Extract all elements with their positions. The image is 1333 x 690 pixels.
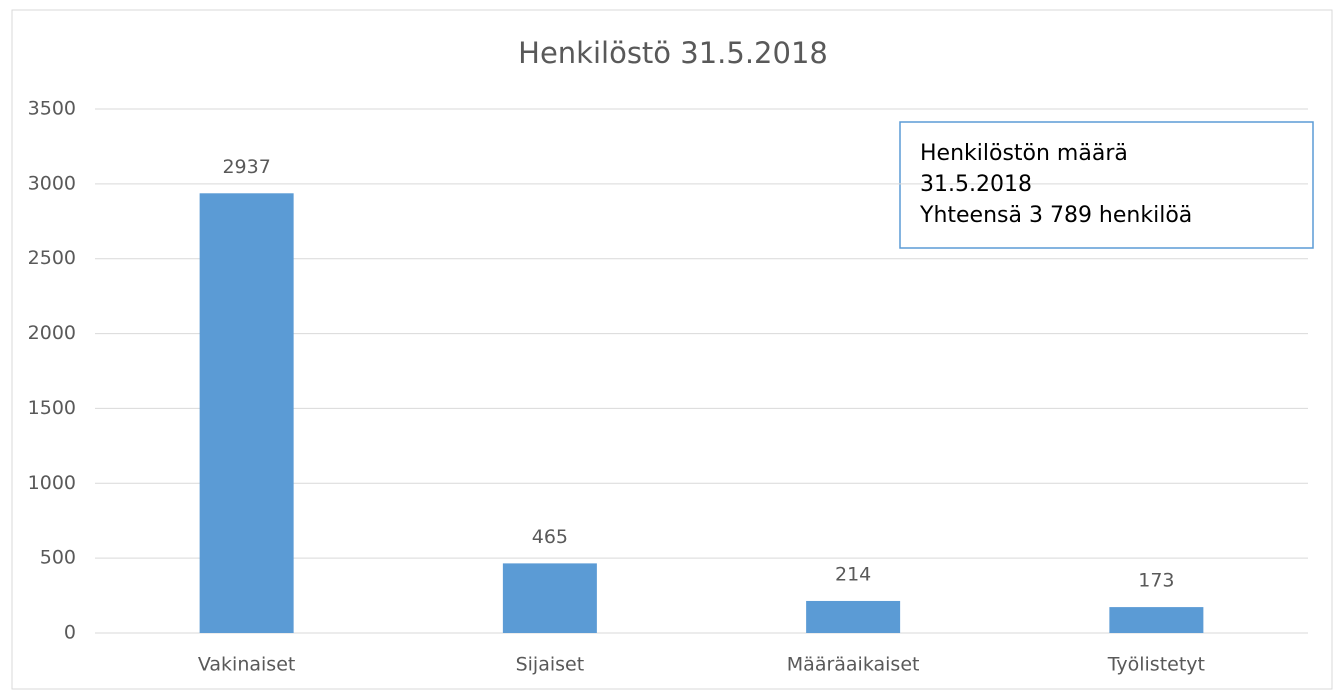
x-tick-label: Vakinaiset bbox=[198, 654, 295, 676]
annotation-text: Henkilöstön määrä bbox=[920, 141, 1128, 166]
data-label: 173 bbox=[1138, 570, 1174, 592]
bar bbox=[806, 600, 901, 633]
y-tick-label: 1500 bbox=[28, 397, 76, 419]
data-label: 2937 bbox=[222, 156, 270, 178]
y-tick-label: 3500 bbox=[28, 98, 76, 120]
y-tick-label: 500 bbox=[40, 547, 76, 569]
x-tick-label: Sijaiset bbox=[516, 654, 585, 676]
chart-title: Henkilöstö 31.5.2018 bbox=[518, 36, 828, 70]
x-tick-label: Työlistetyt bbox=[1107, 654, 1205, 676]
bar bbox=[1109, 607, 1204, 633]
y-tick-label: 1000 bbox=[28, 472, 76, 494]
bar bbox=[502, 563, 597, 633]
data-label: 465 bbox=[532, 526, 568, 548]
x-tick-label: Määräaikaiset bbox=[787, 654, 920, 676]
y-tick-label: 2500 bbox=[28, 247, 76, 269]
y-tick-label: 3000 bbox=[28, 172, 76, 194]
annotation-text: 31.5.2018 bbox=[920, 172, 1032, 197]
data-label: 214 bbox=[835, 563, 871, 585]
y-tick-label: 0 bbox=[64, 622, 76, 644]
annotation-text: Yhteensä 3 789 henkilöä bbox=[919, 203, 1192, 228]
y-tick-label: 2000 bbox=[28, 322, 76, 344]
annotation-box bbox=[899, 121, 1314, 249]
bar bbox=[199, 193, 294, 634]
